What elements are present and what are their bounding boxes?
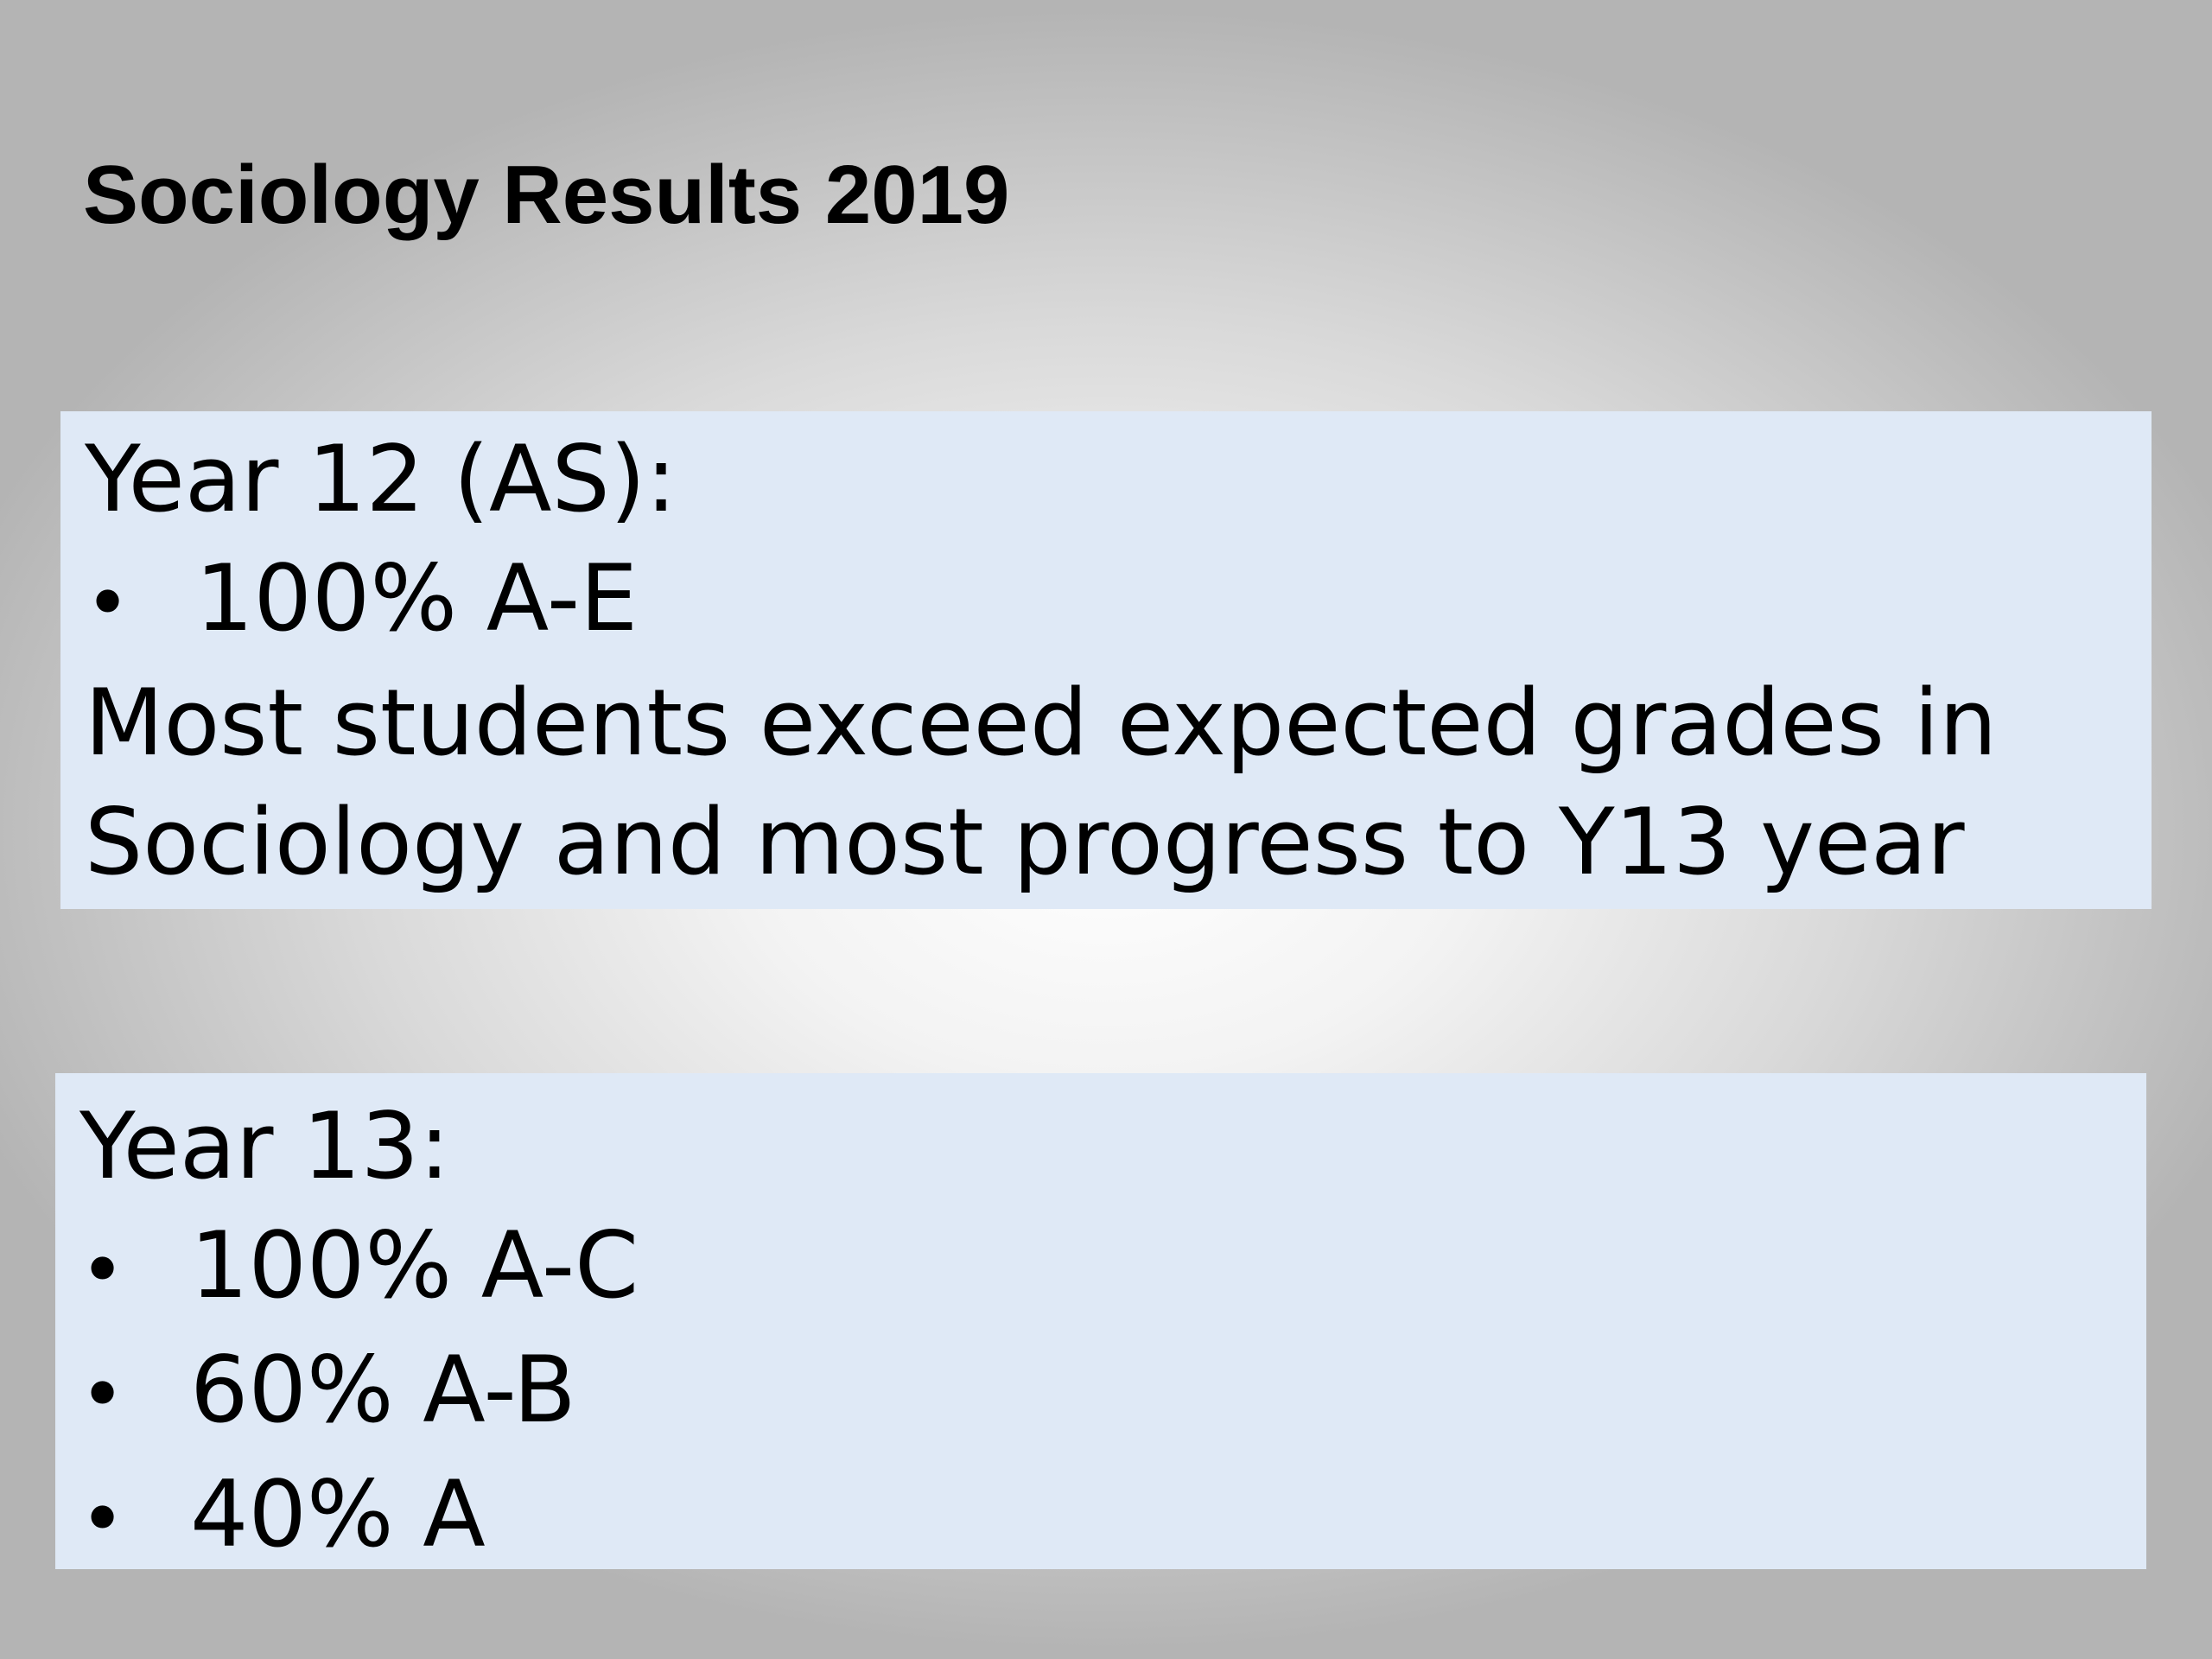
year13-bullet-item: • 100% A-C bbox=[79, 1206, 2146, 1331]
year13-bullet-item: • 60% A-B bbox=[79, 1331, 2146, 1455]
year12-results-box: Year 12 (AS): • 100% A-E Most students e… bbox=[60, 411, 2152, 909]
year13-bullet-text: 40% A bbox=[190, 1461, 486, 1567]
bullet-icon: • bbox=[79, 1474, 126, 1565]
year12-heading: Year 12 (AS): bbox=[85, 426, 677, 532]
bullet-icon: • bbox=[79, 1350, 126, 1440]
bullet-icon: • bbox=[79, 1225, 126, 1316]
year12-bullet-item: • 100% A-E bbox=[85, 539, 2152, 664]
slide-title: Sociology Results 2019 bbox=[83, 149, 1010, 241]
year13-bullet-item: • 40% A bbox=[79, 1455, 2146, 1580]
year13-results-box: Year 13: • 100% A-C • 60% A-B • 40% A bbox=[55, 1073, 2146, 1569]
year12-note-line-1: Most students exceed expected grades in bbox=[85, 670, 1998, 776]
year13-bullet-text: 60% A-B bbox=[190, 1337, 576, 1443]
year12-bullet-text: 100% A-E bbox=[195, 545, 639, 652]
year12-note-line-2: Sociology and most progress to Y13 year bbox=[85, 789, 1965, 895]
year13-bullet-text: 100% A-C bbox=[190, 1212, 639, 1319]
bullet-icon: • bbox=[85, 558, 131, 649]
year13-heading: Year 13: bbox=[79, 1093, 450, 1199]
